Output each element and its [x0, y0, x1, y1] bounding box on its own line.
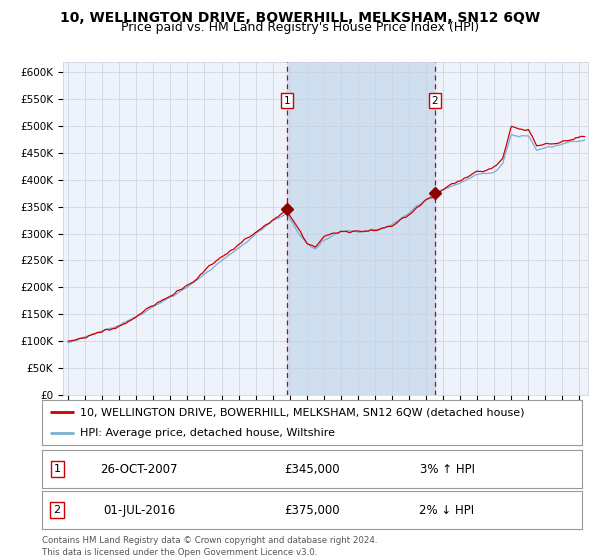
Text: 2: 2 — [53, 505, 61, 515]
Text: £345,000: £345,000 — [284, 463, 340, 476]
Text: 01-JUL-2016: 01-JUL-2016 — [103, 503, 175, 517]
Text: 26-OCT-2007: 26-OCT-2007 — [100, 463, 178, 476]
Text: £375,000: £375,000 — [284, 503, 340, 517]
Text: 2: 2 — [431, 96, 438, 106]
Text: 10, WELLINGTON DRIVE, BOWERHILL, MELKSHAM, SN12 6QW: 10, WELLINGTON DRIVE, BOWERHILL, MELKSHA… — [60, 11, 540, 25]
Bar — [287, 62, 434, 395]
Text: 3% ↑ HPI: 3% ↑ HPI — [419, 463, 475, 476]
Text: 2% ↓ HPI: 2% ↓ HPI — [419, 503, 475, 517]
Text: Contains HM Land Registry data © Crown copyright and database right 2024.
This d: Contains HM Land Registry data © Crown c… — [42, 536, 377, 557]
Text: HPI: Average price, detached house, Wiltshire: HPI: Average price, detached house, Wilt… — [80, 428, 335, 438]
Text: 1: 1 — [283, 96, 290, 106]
Text: 1: 1 — [53, 464, 61, 474]
Text: 10, WELLINGTON DRIVE, BOWERHILL, MELKSHAM, SN12 6QW (detached house): 10, WELLINGTON DRIVE, BOWERHILL, MELKSHA… — [80, 408, 524, 418]
Text: Price paid vs. HM Land Registry's House Price Index (HPI): Price paid vs. HM Land Registry's House … — [121, 21, 479, 34]
